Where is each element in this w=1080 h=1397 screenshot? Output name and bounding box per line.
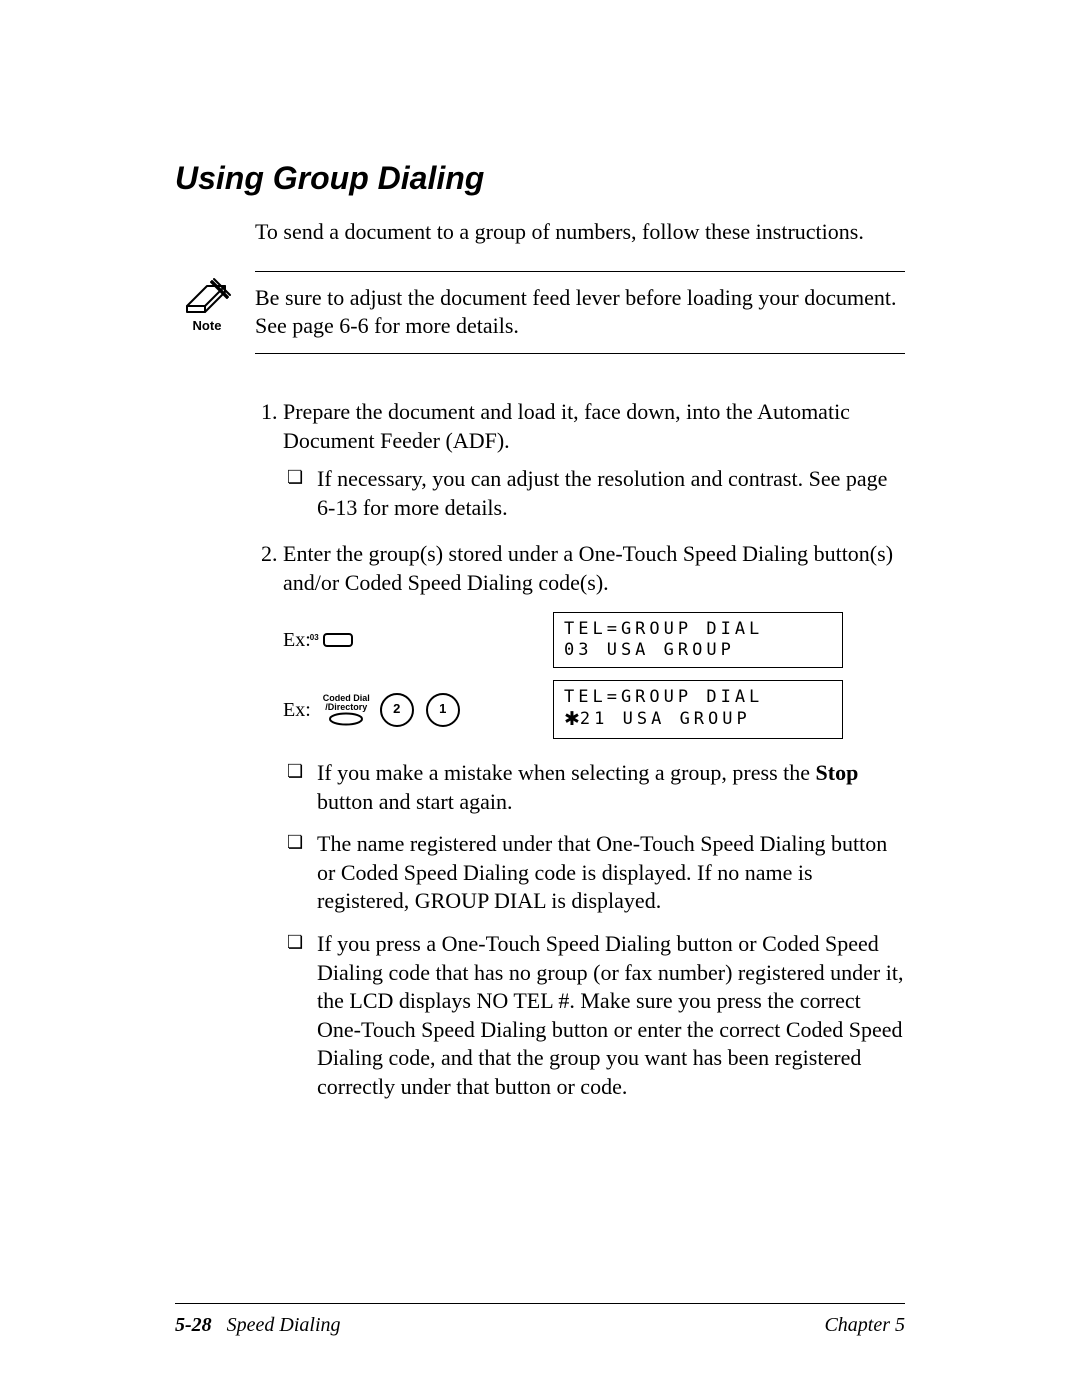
example-row-2: Ex: Coded Dial /Directory 2 1 TE: [283, 680, 905, 739]
section-heading: Using Group Dialing: [175, 160, 905, 197]
note-text: Be sure to adjust the document feed leve…: [255, 284, 905, 339]
step-2: Enter the group(s) stored under a One-To…: [283, 540, 905, 1101]
example-2-label: Ex:: [283, 697, 311, 723]
step-1-sublist: If necessary, you can adjust the resolut…: [283, 465, 905, 522]
note-icon-label: Note: [175, 318, 239, 333]
step-2-sub-b: The name registered under that One-Touch…: [283, 830, 905, 916]
example-row-1: Ex: 03 TEL=GROUP DIAL 03 USA GROUP: [283, 612, 905, 669]
step-2-sublist: If you make a mistake when selecting a g…: [283, 759, 905, 1102]
step-2-sub-a-post: button and start again.: [317, 789, 513, 814]
lcd-star-symbol: ✱: [564, 708, 580, 732]
stop-button-label: Stop: [816, 760, 859, 785]
footer-section-name: Speed Dialing: [227, 1314, 341, 1336]
footer-page-number: 5-28: [175, 1314, 212, 1336]
steps-list: Prepare the document and load it, face d…: [255, 398, 905, 1102]
note-icon: Note: [175, 276, 239, 333]
keypad-button-1: 1: [426, 693, 460, 727]
content-column: To send a document to a group of numbers…: [255, 219, 905, 1102]
onetouch-key-icon: 03: [323, 633, 353, 647]
keypad-button-2: 2: [380, 693, 414, 727]
footer-left: 5-28 Speed Dialing: [175, 1314, 341, 1337]
step-2-sub-c: If you press a One-Touch Speed Dialing b…: [283, 930, 905, 1102]
lcd1-line2: 03 USA GROUP: [564, 640, 735, 660]
step-2-sub-a: If you make a mistake when selecting a g…: [283, 759, 905, 816]
note-block: Note Be sure to adjust the document feed…: [255, 271, 905, 354]
page-footer: 5-28 Speed Dialing Chapter 5: [175, 1303, 905, 1337]
step-1-sub-a: If necessary, you can adjust the resolut…: [283, 465, 905, 522]
lcd2-line1: TEL=GROUP DIAL: [564, 687, 763, 707]
step-2-sub-a-pre: If you make a mistake when selecting a g…: [317, 760, 816, 785]
example-2-left: Ex: Coded Dial /Directory 2 1: [283, 693, 553, 727]
coded-dial-key-icon: Coded Dial /Directory: [323, 694, 370, 726]
example-1-label: Ex:: [283, 627, 311, 653]
lcd-display-1: TEL=GROUP DIAL 03 USA GROUP: [553, 612, 843, 669]
lcd1-line1: TEL=GROUP DIAL: [564, 619, 763, 639]
step-1-text: Prepare the document and load it, face d…: [283, 399, 850, 453]
intro-paragraph: To send a document to a group of numbers…: [255, 219, 905, 245]
coded-dial-label-2: /Directory: [325, 703, 367, 712]
step-1: Prepare the document and load it, face d…: [283, 398, 905, 522]
onetouch-key-number: 03: [310, 633, 319, 643]
footer-right: Chapter 5: [824, 1314, 905, 1337]
step-2-text: Enter the group(s) stored under a One-To…: [283, 541, 893, 595]
example-1-left: Ex: 03: [283, 627, 553, 653]
page: Using Group Dialing To send a document t…: [0, 0, 1080, 1397]
lcd-display-2: TEL=GROUP DIAL ✱21 USA GROUP: [553, 680, 843, 739]
examples-block: Ex: 03 TEL=GROUP DIAL 03 USA GROUP: [283, 612, 905, 740]
lcd2-line2: 21 USA GROUP: [580, 709, 751, 729]
